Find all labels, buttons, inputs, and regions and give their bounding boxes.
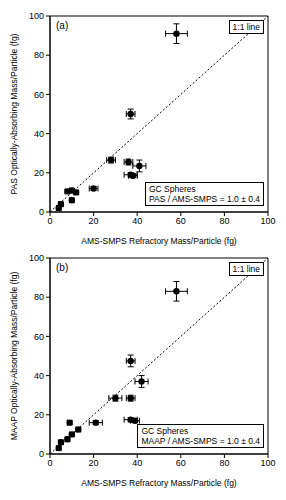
html-text:GC Spheres: GC Spheres (149, 184, 196, 194)
svg-text:MAAP Optically-Absorbing Mass/: MAAP Optically-Absorbing Mass/Particle (… (9, 272, 19, 441)
svg-text:100: 100 (260, 216, 275, 226)
html-text:1:1 line: 1:1 line (232, 22, 260, 32)
svg-text:PAS Optically-Absorbing Mass/P: PAS Optically-Absorbing Mass/Particle (f… (9, 33, 19, 194)
html-text:GC Spheres: GC Spheres (141, 426, 189, 436)
svg-text:40: 40 (34, 371, 44, 381)
svg-text:20: 20 (34, 168, 44, 178)
svg-text:100: 100 (29, 11, 44, 21)
svg-text:20: 20 (89, 458, 99, 468)
svg-text:60: 60 (176, 458, 186, 468)
svg-text:20: 20 (89, 216, 99, 226)
svg-text:40: 40 (34, 129, 44, 139)
svg-text:60: 60 (34, 90, 44, 100)
svg-text:AMS-SMPS Refractory Mass/Parti: AMS-SMPS Refractory Mass/Particle (fg) (81, 236, 237, 246)
svg-text:80: 80 (219, 458, 229, 468)
svg-text:80: 80 (34, 292, 44, 302)
svg-text:60: 60 (34, 332, 44, 342)
svg-text:0: 0 (39, 207, 44, 217)
svg-text:40: 40 (132, 216, 142, 226)
svg-text:40: 40 (132, 458, 142, 468)
svg-text:0: 0 (39, 449, 44, 459)
html-text:1:1 line: 1:1 line (232, 264, 260, 274)
svg-text:0: 0 (47, 458, 52, 468)
svg-text:60: 60 (176, 216, 186, 226)
html-text:PAS / AMS-SMPS = 1.0 ± 0.4: PAS / AMS-SMPS = 1.0 ± 0.4 (149, 194, 260, 204)
svg-text:AMS-SMPS Refractory Mass/Parti: AMS-SMPS Refractory Mass/Particle (fg) (81, 478, 237, 488)
svg-text:80: 80 (219, 216, 229, 226)
html-text:(a): (a) (56, 20, 69, 31)
svg-text:20: 20 (34, 410, 44, 420)
svg-text:0: 0 (47, 216, 52, 226)
html-text:MAAP / AMS-SMPS = 1.0 ± 0.4: MAAP / AMS-SMPS = 1.0 ± 0.4 (141, 436, 260, 446)
svg-text:100: 100 (260, 458, 275, 468)
svg-text:100: 100 (29, 253, 44, 263)
svg-text:80: 80 (34, 50, 44, 60)
html-text:(b): (b) (56, 262, 69, 273)
